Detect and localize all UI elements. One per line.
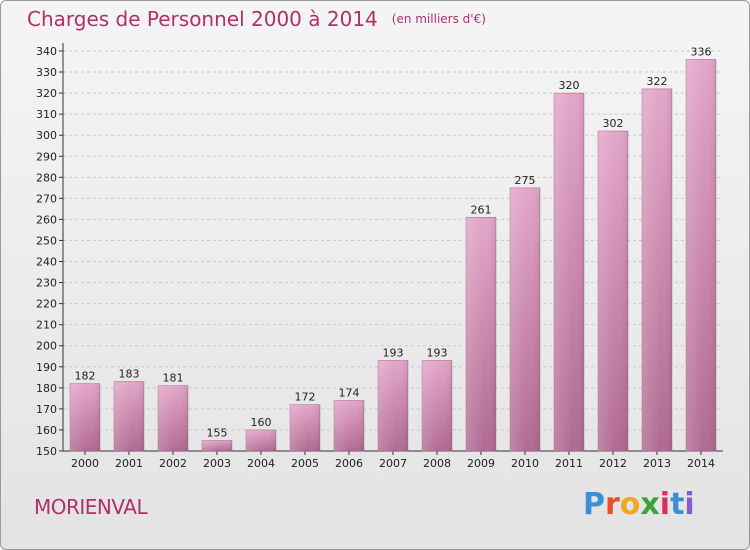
data-label-2003: 155 (207, 426, 228, 439)
bar-shade-2004 (246, 429, 276, 451)
bars (69, 59, 717, 452)
data-label-2001: 183 (119, 368, 140, 381)
x-tick-label-2008: 2008 (423, 457, 451, 470)
y-tick-label: 180 (36, 382, 57, 395)
data-label-2011: 320 (559, 79, 580, 92)
logo-letter: i (684, 487, 695, 522)
data-label-2012: 302 (603, 117, 624, 130)
bar-shade-2007 (378, 360, 408, 451)
x-tick-label-2010: 2010 (511, 457, 539, 470)
y-tick-label: 330 (36, 66, 57, 79)
data-label-2006: 174 (339, 386, 360, 399)
x-tick-label-2011: 2011 (555, 457, 583, 470)
data-label-2010: 275 (515, 174, 536, 187)
data-label-2008: 193 (427, 346, 448, 359)
chart-subtitle: (en milliers d'€) (391, 12, 486, 26)
bar-shade-2013 (642, 88, 672, 451)
y-tick-label: 190 (36, 361, 57, 374)
bar-shade-2002 (158, 385, 188, 451)
data-label-2004: 160 (251, 416, 272, 429)
x-tick-label-2006: 2006 (335, 457, 363, 470)
bar-shade-2001 (114, 381, 144, 451)
x-tick-label-2003: 2003 (203, 457, 231, 470)
y-tick-label: 150 (36, 445, 57, 458)
bar-shade-2003 (202, 440, 232, 451)
chart-title-text: Charges de Personnel 2000 à 2014 (27, 7, 378, 31)
bar-shade-2010 (510, 187, 540, 451)
y-tick-label: 320 (36, 87, 57, 100)
y-tick-label: 230 (36, 277, 57, 290)
logo-letter: o (619, 487, 641, 522)
x-tick-label-2014: 2014 (687, 457, 715, 470)
chart-title: Charges de Personnel 2000 à 2014 (en mill… (27, 7, 486, 31)
x-tick-label-2005: 2005 (291, 457, 319, 470)
x-tick-label-2007: 2007 (379, 457, 407, 470)
data-label-2014: 336 (691, 45, 712, 58)
logo-letter: r (605, 487, 620, 522)
logo-letter: P (583, 487, 605, 522)
y-tick-label: 240 (36, 256, 57, 269)
y-tick-label: 340 (36, 45, 57, 58)
commune-name: MORIENVAL (34, 495, 148, 519)
y-tick-label: 280 (36, 171, 57, 184)
y-tick-label: 210 (36, 319, 57, 332)
bar-shade-2006 (334, 400, 364, 451)
proxiti-logo: Proxiti (583, 487, 695, 522)
x-tick-label-2001: 2001 (115, 457, 143, 470)
data-label-2005: 172 (295, 391, 316, 404)
y-tick-label: 300 (36, 129, 57, 142)
x-tick-label-2013: 2013 (643, 457, 671, 470)
y-tick-label: 290 (36, 150, 57, 163)
bar-shade-2009 (466, 217, 496, 451)
data-label-2013: 322 (647, 75, 668, 88)
logo-letter: t (670, 487, 685, 522)
data-label-2009: 261 (471, 203, 492, 216)
x-tick-label-2004: 2004 (247, 457, 275, 470)
x-tick-label-2012: 2012 (599, 457, 627, 470)
bar-shade-2005 (290, 404, 320, 451)
x-tick-label-2009: 2009 (467, 457, 495, 470)
x-tick-label-2002: 2002 (159, 457, 187, 470)
data-label-2000: 182 (75, 370, 96, 383)
x-tick-label-2000: 2000 (71, 457, 99, 470)
bar-shade-2012 (598, 131, 628, 451)
bar-shade-2000 (70, 383, 100, 451)
bar-shade-2011 (554, 93, 584, 452)
data-label-2007: 193 (383, 346, 404, 359)
y-tick-label: 270 (36, 192, 57, 205)
y-tick-label: 250 (36, 234, 57, 247)
data-label-2002: 181 (163, 372, 184, 385)
y-tick-label: 170 (36, 403, 57, 416)
logo-letter: x (640, 487, 660, 522)
bar-shade-2008 (422, 360, 452, 451)
y-tick-label: 220 (36, 298, 57, 311)
y-tick-label: 260 (36, 213, 57, 226)
y-tick-label: 310 (36, 108, 57, 121)
y-tick-label: 200 (36, 340, 57, 353)
bar-shade-2014 (686, 59, 716, 451)
y-tick-label: 160 (36, 424, 57, 437)
labels: 150 160 170 180 190 200 210 220 230 240 250 260 270 2… (36, 45, 715, 470)
logo-letter: i (659, 487, 671, 522)
